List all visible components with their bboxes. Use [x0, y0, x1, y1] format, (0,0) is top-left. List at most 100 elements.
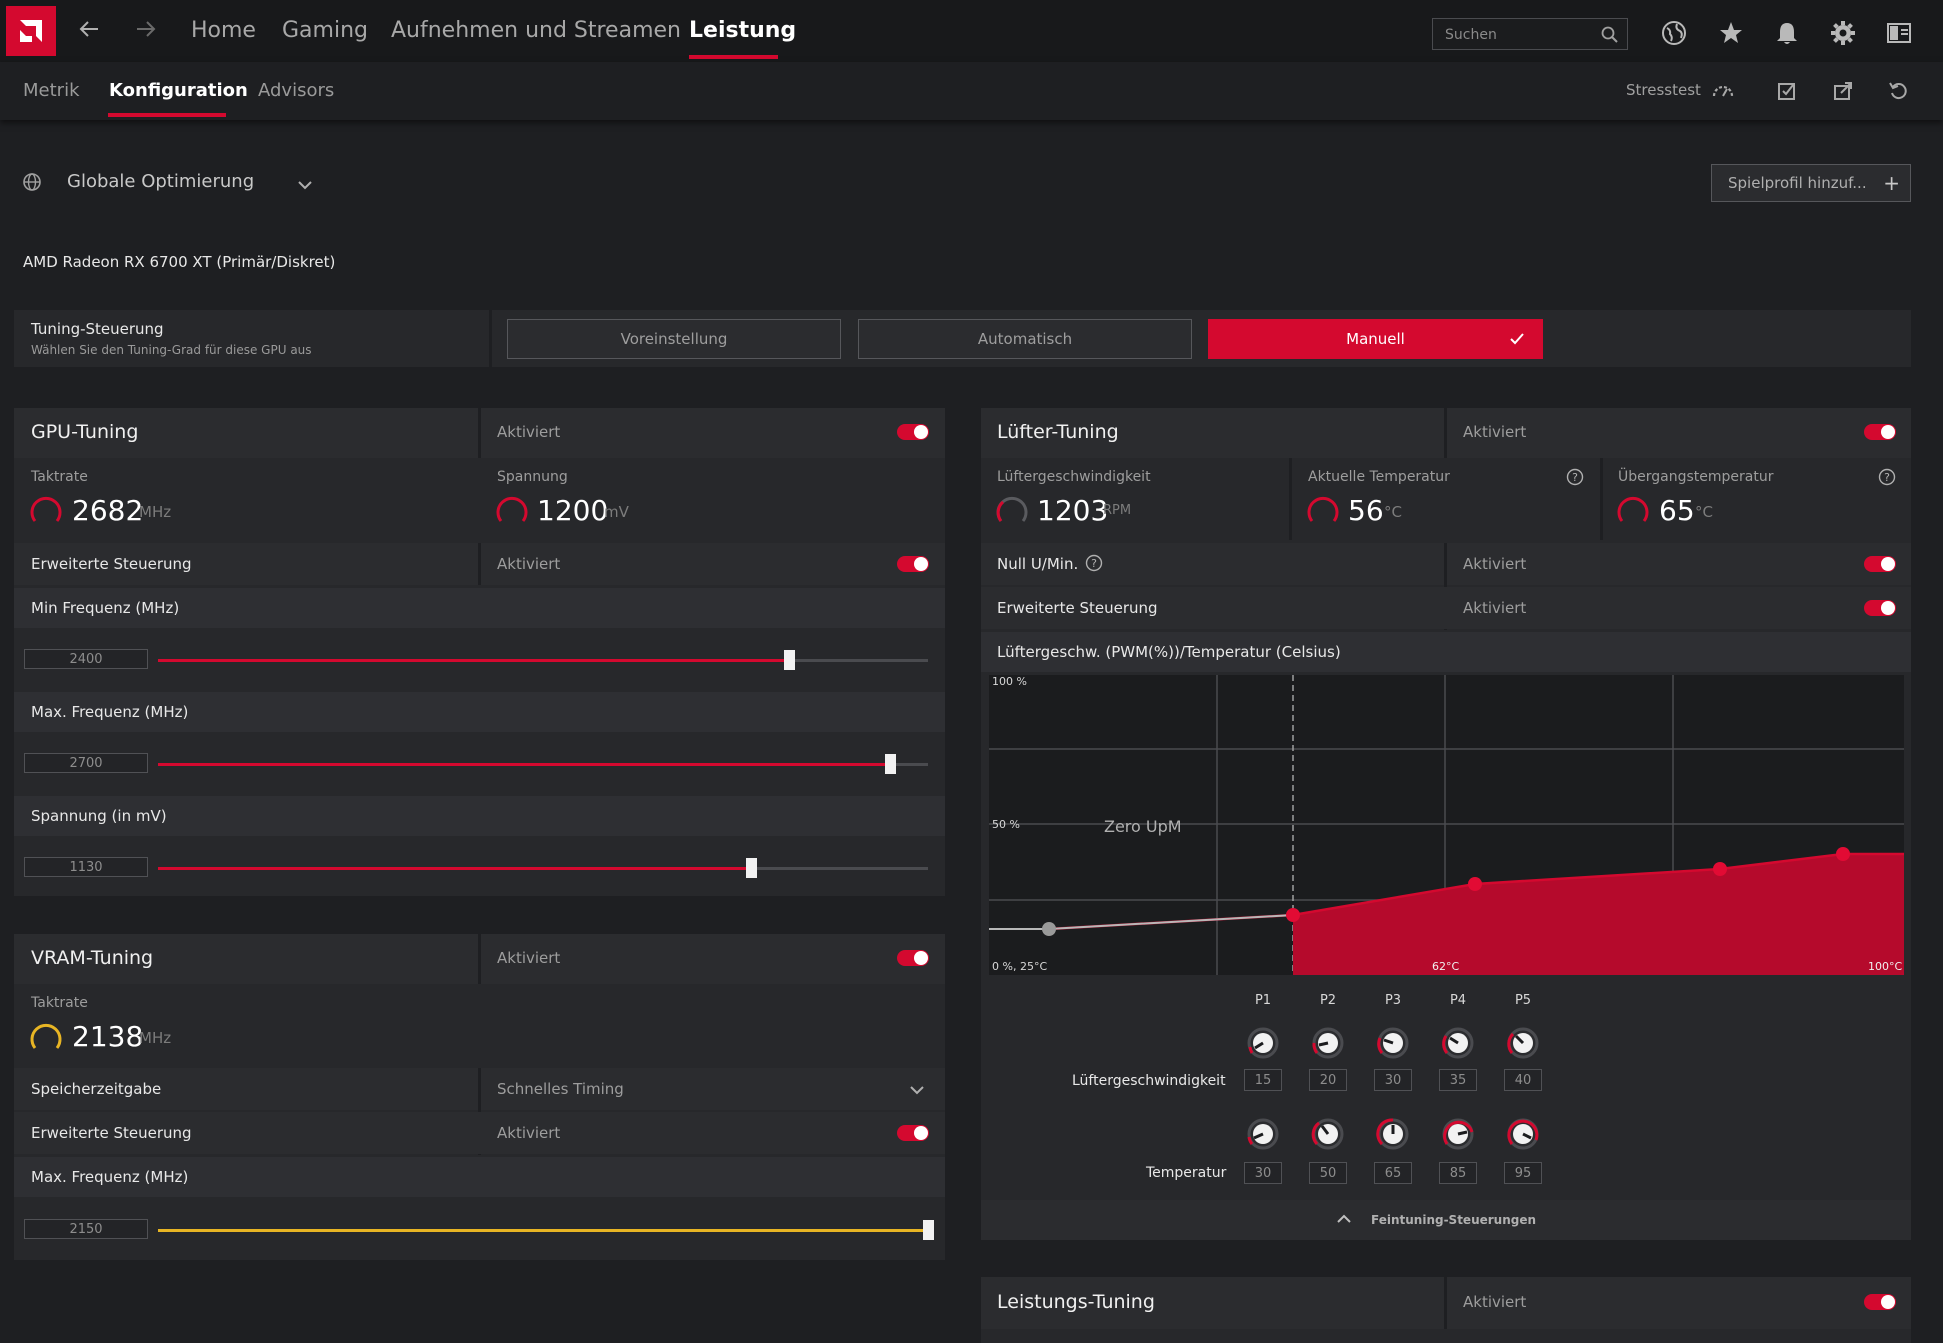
voltage-slider-label: Spannung (in mV)	[31, 807, 167, 825]
help-icon[interactable]: ?	[1085, 554, 1103, 572]
speed-knob-p1[interactable]	[1246, 1026, 1280, 1060]
nav-record-stream[interactable]: Aufnehmen und Streamen	[391, 18, 681, 43]
temp-knob-p5[interactable]	[1506, 1117, 1540, 1151]
temp-value-p3[interactable]: 65	[1374, 1162, 1412, 1184]
tab-advisors[interactable]: Advisors	[258, 80, 335, 101]
current-temp-unit: °C	[1384, 503, 1402, 521]
manual-button[interactable]: Manuell	[1208, 319, 1543, 359]
memory-timing-select[interactable]: Schnelles Timing	[497, 1080, 624, 1098]
temp-knob-p3[interactable]	[1376, 1117, 1410, 1151]
globe-icon[interactable]	[1661, 20, 1687, 46]
temp-knob-p2[interactable]	[1311, 1117, 1345, 1151]
profile-selector[interactable]: Globale Optimierung	[67, 171, 255, 192]
speed-value-p5[interactable]: 40	[1504, 1069, 1542, 1091]
speed-knob-p5[interactable]	[1506, 1026, 1540, 1060]
speed-knob-p4[interactable]	[1441, 1026, 1475, 1060]
search-input[interactable]: Suchen	[1432, 18, 1628, 50]
fan-curve-title: Lüftergeschw. (PWM(%))/Temperatur (Celsi…	[997, 643, 1341, 661]
sidebar-panel-icon[interactable]	[1886, 20, 1912, 46]
min-freq-input[interactable]: 2400	[24, 649, 148, 669]
temp-knob-p1[interactable]	[1246, 1117, 1280, 1151]
tab-configuration[interactable]: Konfiguration	[109, 80, 248, 101]
speed-knob-p3[interactable]	[1376, 1026, 1410, 1060]
point-label-p3: P3	[1384, 993, 1402, 1008]
plus-icon: +	[1883, 171, 1900, 195]
nav-performance[interactable]: Leistung	[689, 18, 797, 43]
fine-tuning-label[interactable]: Feintuning-Steuerungen	[1371, 1213, 1537, 1227]
manual-button-label: Manuell	[1346, 330, 1405, 348]
nav-active-indicator	[689, 55, 778, 59]
gpu-advanced-toggle[interactable]	[897, 556, 929, 572]
max-freq-slider-thumb[interactable]	[884, 754, 896, 774]
chevron-up-icon[interactable]	[1336, 1213, 1352, 1225]
vram-clock-label: Taktrate	[31, 995, 88, 1011]
notifications-bell-icon[interactable]	[1774, 20, 1800, 46]
stresstest-label[interactable]: Stresstest	[1626, 81, 1701, 99]
preset-button[interactable]: Voreinstellung	[507, 319, 841, 359]
junction-temp-gauge-icon	[1617, 496, 1649, 522]
current-temp-value: 56	[1348, 494, 1384, 527]
svg-text:?: ?	[1884, 471, 1890, 484]
stresstest-gauge-icon[interactable]	[1711, 80, 1734, 102]
vram-max-freq-slider-thumb[interactable]	[923, 1220, 934, 1240]
min-freq-slider-fill	[158, 659, 790, 662]
fine-tuning-footer[interactable]	[981, 1200, 1911, 1240]
speed-value-p1[interactable]: 15	[1244, 1069, 1282, 1091]
add-game-profile-button[interactable]: Spielprofil hinzuf... +	[1711, 164, 1911, 202]
settings-gear-icon[interactable]	[1830, 20, 1856, 46]
back-arrow-icon[interactable]	[78, 18, 100, 46]
junction-temp-value: 65	[1659, 494, 1695, 527]
zero-rpm-toggle[interactable]	[1864, 556, 1896, 572]
speed-value-p3[interactable]: 30	[1374, 1069, 1412, 1091]
speed-value-p4[interactable]: 35	[1439, 1069, 1477, 1091]
vram-max-freq-header	[14, 1157, 945, 1197]
forward-arrow-icon[interactable]	[135, 18, 157, 46]
speed-value-p2[interactable]: 20	[1309, 1069, 1347, 1091]
svg-text:?: ?	[1091, 557, 1097, 570]
fan-tuning-toggle[interactable]	[1864, 424, 1896, 440]
fan-advanced-toggle[interactable]	[1864, 600, 1896, 616]
temp-value-p1[interactable]: 30	[1244, 1162, 1282, 1184]
point-label-p2: P2	[1319, 993, 1337, 1008]
vram-tuning-status: Aktiviert	[497, 949, 561, 967]
tab-metrics[interactable]: Metrik	[23, 80, 80, 101]
vram-max-freq-input[interactable]: 2150	[24, 1219, 148, 1239]
favorites-star-icon[interactable]	[1718, 20, 1744, 46]
nav-home[interactable]: Home	[191, 18, 256, 43]
max-freq-input[interactable]: 2700	[24, 753, 148, 773]
memory-timing-label: Speicherzeitgabe	[31, 1080, 162, 1098]
temp-value-p5[interactable]: 95	[1504, 1162, 1542, 1184]
fan-tuning-status: Aktiviert	[1463, 423, 1527, 441]
chevron-down-icon[interactable]	[909, 1084, 925, 1096]
curve-label-origin: 0 %, 25°C	[992, 960, 1048, 973]
min-freq-slider-thumb[interactable]	[784, 650, 796, 670]
voltage-input[interactable]: 1130	[24, 857, 148, 877]
curve-point-p1	[1286, 908, 1300, 922]
vram-tuning-toggle[interactable]	[897, 950, 929, 966]
performance-tuning-toggle[interactable]	[1864, 1294, 1896, 1310]
amd-logo[interactable]	[6, 6, 56, 56]
gpu-tuning-toggle[interactable]	[897, 424, 929, 440]
voltage-slider-thumb[interactable]	[745, 858, 757, 878]
temp-value-p4[interactable]: 85	[1439, 1162, 1477, 1184]
chevron-down-icon[interactable]	[297, 176, 313, 195]
temp-knob-p4[interactable]	[1441, 1117, 1475, 1151]
help-icon[interactable]: ?	[1878, 468, 1896, 486]
add-game-profile-label: Spielprofil hinzuf...	[1728, 174, 1867, 192]
divider	[1289, 458, 1292, 540]
automatic-button[interactable]: Automatisch	[858, 319, 1192, 359]
point-label-p1: P1	[1254, 993, 1272, 1008]
export-icon[interactable]	[1832, 80, 1854, 102]
temp-value-p2[interactable]: 50	[1309, 1162, 1347, 1184]
vram-advanced-toggle[interactable]	[897, 1125, 929, 1141]
max-freq-label: Max. Frequenz (MHz)	[31, 703, 189, 721]
reset-icon[interactable]	[1888, 80, 1910, 102]
speed-knob-p2[interactable]	[1311, 1026, 1345, 1060]
nav-gaming[interactable]: Gaming	[282, 18, 368, 43]
fan-curve-graph[interactable]	[989, 675, 1904, 975]
help-icon[interactable]: ?	[1566, 468, 1584, 486]
tuning-control-title: Tuning-Steuerung	[31, 320, 164, 338]
fan-speed-row-label: Lüftergeschwindigkeit	[1072, 1073, 1226, 1089]
junction-temp-label: Übergangstemperatur	[1618, 469, 1774, 485]
save-profile-icon[interactable]	[1776, 80, 1798, 102]
